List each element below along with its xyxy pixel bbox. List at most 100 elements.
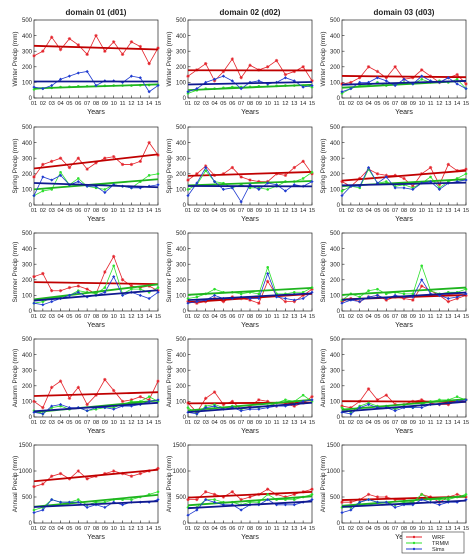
x-tick-label-r4c1-3: 04 [57,420,63,426]
point-sims-r3c1-9 [103,290,107,294]
point-sims-r5c2-3 [204,498,208,502]
x-tick-label-r5c3-5: 06 [383,526,389,532]
x-tick-label-r2c1-13: 14 [146,208,152,214]
point-sims-r1c3-7 [393,83,397,88]
x-tick-label-r5c3-9: 10 [419,526,425,532]
x-tick-label-r5c2-10: 11 [274,526,280,532]
trend-line-sims-r5c2 [187,500,313,510]
x-tick-label-r2c2-0: 01 [185,208,191,214]
y-tick-label-r2c3-0: 0 [337,203,341,209]
point-trmm-r3c1-2 [41,300,45,303]
point-sims-r5c3-14 [455,500,459,504]
x-tick-label-r5c3-6: 07 [392,526,398,532]
point-sims-r2c2-3 [204,165,208,170]
x-tick-label-r1c2-14: 15 [309,101,315,107]
point-wrf-r5c1-9 [103,471,107,476]
x-tick-label-r2c2-13: 14 [300,208,306,214]
point-sims-r5c1-2 [41,508,45,512]
y-tick-label-r4c1-5: 500 [22,337,33,343]
y-tick-label-r2c1-3: 300 [22,156,33,162]
x-tick-label-r3c2-5: 06 [229,314,235,320]
point-wrf-r5c2-7 [239,497,243,502]
point-wrf-r3c1-6 [76,284,80,288]
y-tick-label-r2c3-5: 500 [330,125,341,131]
point-wrf-r1c2-13 [292,69,296,74]
x-tick-label-r3c1-14: 15 [155,314,161,320]
y-tick-label-r5c3-2: 1000 [327,469,341,475]
point-sims-r3c3-1 [340,301,344,305]
point-sims-r3c2-13 [292,298,296,302]
point-wrf-r5c2-8 [248,495,252,499]
point-sims-r1c2-1 [186,90,190,94]
point-wrf-r4c3-6 [384,393,388,397]
point-sims-r5c3-12 [437,503,442,507]
point-sims-r1c2-3 [204,80,208,84]
point-sims-r4c3-14 [455,399,459,403]
x-tick-label-r5c3-2: 03 [357,526,363,532]
point-wrf-r1c2-3 [204,61,208,66]
y-tick-label-r3c3-3: 300 [330,262,341,268]
x-tick-label-r5c2-12: 13 [291,526,297,532]
point-sims-r1c2-5 [221,74,226,78]
point-trmm-r3c3-3 [358,295,362,299]
x-axis-label-r3c2: Years [241,322,259,329]
y-tick-label-r5c2-2: 1000 [173,469,187,475]
point-sims-r2c2-6 [230,186,234,190]
x-tick-label-r1c1-12: 13 [137,101,143,107]
x-tick-label-r5c2-6: 07 [238,526,244,532]
point-sims-r1c1-4 [58,77,63,81]
point-wrf-r2c1-10 [112,154,116,159]
x-tick-label-r5c1-2: 03 [49,526,55,532]
x-tick-label-r5c1-6: 07 [84,526,90,532]
point-wrf-r2c1-1 [32,175,36,179]
x-tick-label-r5c3-4: 05 [374,526,380,532]
point-wrf-r4c1-10 [112,388,116,393]
point-wrf-r2c3-5 [375,172,380,176]
y-tick-label-r3c2-0: 0 [183,309,187,315]
y-tick-label-r4c1-1: 100 [22,400,33,406]
x-tick-label-r5c2-7: 08 [247,526,253,532]
point-sims-r2c3-14 [455,180,459,184]
x-tick-label-r4c3-1: 02 [348,420,354,426]
point-trmm-r2c3-15 [464,172,468,176]
x-tick-label-r4c1-8: 09 [102,420,108,426]
point-wrf-r2c2-8 [248,178,252,182]
y-axis-label-r5c2: Annual Precip (mm) [166,456,173,512]
point-sims-r2c3-9 [411,187,415,191]
point-wrf-r3c2-10 [266,279,270,284]
y-tick-label-r3c1-1: 100 [22,294,33,300]
point-sims-r5c3-7 [393,505,397,509]
point-wrf-r2c2-12 [283,173,288,178]
x-tick-label-r5c1-7: 08 [93,526,99,532]
point-sims-r2c1-2 [41,175,45,179]
x-axis-label-r4c2: Years [241,428,259,435]
x-tick-label-r5c2-4: 05 [220,526,226,532]
point-sims-r3c1-10 [112,275,116,279]
point-wrf-r2c3-7 [393,173,397,178]
point-sims-r1c2-15 [310,83,314,88]
y-tick-label-r2c3-1: 100 [330,188,341,194]
point-sims-r2c2-9 [257,187,261,191]
point-sims-r1c3-13 [446,76,450,80]
x-tick-label-r3c2-2: 03 [203,314,209,320]
x-tick-label-r3c2-6: 07 [238,314,244,320]
point-wrf-r4c1-9 [103,377,107,382]
point-sims-r2c2-10 [266,181,270,185]
x-tick-label-r3c3-0: 01 [339,314,345,320]
x-tick-label-r1c3-1: 02 [348,101,354,107]
y-tick-label-r2c1-4: 400 [22,141,33,147]
x-tick-label-r2c3-14: 15 [463,208,469,214]
y-tick-label-r4c2-5: 500 [176,337,187,343]
x-tick-label-r2c1-12: 13 [137,208,143,214]
x-tick-label-r4c1-14: 15 [155,420,161,426]
x-tick-label-r5c1-12: 13 [137,526,143,532]
x-tick-label-r3c3-5: 06 [383,314,389,320]
y-tick-label-r2c1-5: 500 [22,125,33,131]
point-sims-r3c3-14 [455,295,459,299]
point-sims-r2c3-4 [366,165,371,170]
point-wrf-r4c1-8 [94,393,98,397]
x-tick-label-r5c3-1: 02 [348,526,354,532]
point-sims-r5c1-9 [103,505,107,509]
point-sims-r2c1-6 [76,180,80,184]
x-tick-label-r5c3-11: 12 [436,526,442,532]
